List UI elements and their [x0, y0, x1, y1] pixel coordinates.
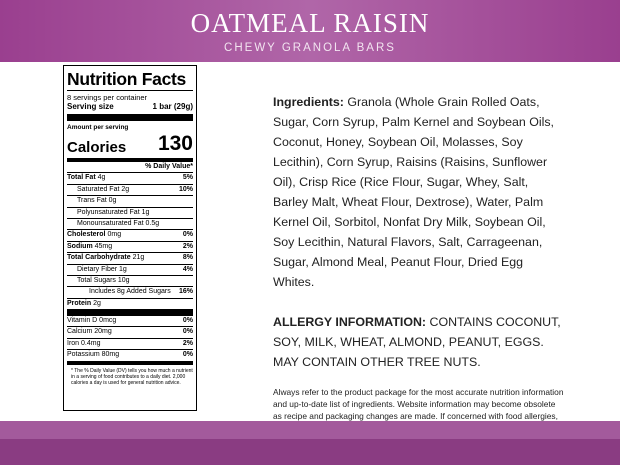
daily-value: 10% [178, 185, 193, 193]
nutrient-amount: 0.5g [145, 219, 160, 227]
nutrient-row: Monounsaturated Fat 0.5g [67, 217, 193, 229]
nutrient-name: Protein [67, 299, 92, 307]
amount-per-serving: Amount per serving [67, 124, 129, 131]
nutrient: Calcium 20mg [67, 327, 112, 337]
nutrient-row: Includes 8g Added Sugars 16% [67, 286, 193, 297]
daily-value: 0% [182, 231, 193, 239]
nutrient: Total Fat 4g [67, 173, 105, 183]
nutrient: Cholesterol 0mg [67, 230, 121, 240]
subtitle: CHEWY GRANOLA BARS [224, 42, 396, 54]
ingredients-text: Granola (Whole Grain Rolled Oats, Sugar,… [273, 95, 555, 289]
nutrient-name: Includes 8g Added Sugars [89, 288, 171, 296]
nutrient-row: Total Fat 4g 5% [67, 172, 193, 183]
nutrient: Polyunsaturated Fat 1g [77, 208, 149, 218]
nutrient: Vitamin D 0mcg [67, 316, 116, 326]
nutrition-label: Nutrition Facts 8 servings per container… [63, 65, 197, 411]
nutrient-amount: 21g [132, 254, 145, 262]
nutrient-row: Potassium 80mg 0% [67, 349, 193, 360]
nutrient-name: Total Carbohydrate [67, 254, 131, 262]
nutrient: Total Carbohydrate 21g [67, 253, 144, 263]
nutrient-amount: 45mg [94, 242, 113, 250]
nutrient-amount: 80mg [101, 351, 120, 359]
calories-label: Calories [67, 139, 127, 156]
nutrient-name: Saturated Fat [77, 185, 120, 193]
allergy-text: CONTAINS COCONUT, SOY, MILK, WHEAT, ALMO… [273, 315, 561, 369]
daily-value: 2% [182, 339, 193, 347]
daily-value: 5% [182, 174, 193, 182]
nutrient-row: Protein 2g [67, 297, 193, 309]
calories: 130 [157, 132, 193, 155]
nutrient-name: Dietary Fiber [77, 265, 118, 273]
nutrient-row: Dietary Fiber 1g 4% [67, 263, 193, 275]
nutrient-row: Trans Fat 0g [67, 195, 193, 206]
nutrient: Includes 8g Added Sugars [89, 287, 171, 297]
nutrient: Total Sugars 10g [77, 276, 130, 286]
nutrient-amount: 1g [141, 208, 150, 216]
nutrient-name: Trans Fat [77, 197, 107, 205]
nutrient-amount: 4g [97, 174, 106, 182]
nutrient-name: Iron [67, 339, 80, 347]
nutrient-row: Vitamin D 0mcg 0% [67, 316, 193, 326]
allergy: ALLERGY INFORMATION: CONTAINS COCONUT, S… [273, 312, 565, 372]
nutrient-amount: 10g [117, 276, 130, 284]
title: OATMEAL RAISIN [190, 8, 430, 38]
nutrient-amount: 0mcg [99, 317, 117, 325]
ingredients-label: Ingredients: [273, 95, 344, 109]
nutrient-row: Total Sugars 10g [67, 274, 193, 286]
nutrient-amount: 1g [119, 265, 127, 273]
nutrient-amount: 0mg [107, 231, 122, 239]
nutrient-amount: 20mg [94, 328, 112, 336]
footnote: * The % Daily Value (DV) tells you how m… [71, 367, 193, 387]
nutrient-row: Iron 0.4mg 2% [67, 337, 193, 349]
nutrient-row: Total Carbohydrate 21g 8% [67, 252, 193, 263]
servings: 8 servings per container [67, 93, 148, 102]
nutrient: Monounsaturated Fat 0.5g [77, 219, 159, 229]
dv-header: % Daily Value* [145, 163, 193, 170]
nutrient-amount: 0g [108, 197, 117, 205]
daily-value: 16% [178, 288, 193, 296]
nutrient: Iron 0.4mg [67, 339, 100, 349]
serving-size-label: Serving size [67, 102, 114, 111]
nutrient-amount: 2g [121, 185, 130, 193]
ingredients: Ingredients: Granola (Whole Grain Rolled… [273, 92, 565, 292]
nutrient-amount: 0.4mg [81, 339, 101, 347]
nutrient: Protein 2g [67, 299, 101, 309]
nutrient: Potassium 80mg [67, 350, 119, 360]
nutrition-title: Nutrition Facts [67, 68, 193, 91]
footer-band [0, 439, 620, 465]
nutrient-row: Saturated Fat 2g 10% [67, 183, 193, 195]
nutrient-row: Polyunsaturated Fat 1g [67, 206, 193, 218]
header-banner: OATMEAL RAISIN CHEWY GRANOLA BARS [0, 0, 620, 62]
footer-band [0, 421, 620, 439]
daily-value: 8% [182, 254, 193, 262]
nutrient: Sodium 45mg [67, 242, 112, 252]
nutrient: Saturated Fat 2g [77, 185, 129, 195]
nutrient-name: Total Sugars [77, 276, 116, 284]
daily-value: 4% [182, 265, 193, 273]
nutrient-name: Monounsaturated Fat [77, 219, 144, 227]
nutrient: Dietary Fiber 1g [77, 265, 127, 275]
nutrient-name: Cholesterol [67, 231, 106, 239]
nutrient-amount: 2g [93, 299, 101, 307]
text-column: Ingredients: Granola (Whole Grain Rolled… [273, 92, 565, 447]
nutrient-row: Cholesterol 0mg 0% [67, 229, 193, 240]
daily-value: 2% [182, 242, 193, 250]
nutrient-name: Total Fat [67, 174, 96, 182]
daily-value: 0% [182, 317, 193, 325]
allergy-label: ALLERGY INFORMATION: [273, 315, 427, 329]
nutrient-name: Calcium [67, 328, 93, 336]
nutrient-name: Vitamin D [67, 317, 98, 325]
serving-size: 1 bar (29g) [152, 102, 193, 111]
nutrient-name: Sodium [67, 242, 93, 250]
nutrient-name: Polyunsaturated Fat [77, 208, 140, 216]
nutrient-row: Calcium 20mg 0% [67, 326, 193, 337]
nutrient: Trans Fat 0g [77, 196, 116, 206]
nutrient-row: Sodium 45mg 2% [67, 240, 193, 252]
daily-value: 0% [182, 328, 193, 336]
daily-value: 0% [182, 351, 193, 359]
nutrient-name: Potassium [67, 351, 100, 359]
